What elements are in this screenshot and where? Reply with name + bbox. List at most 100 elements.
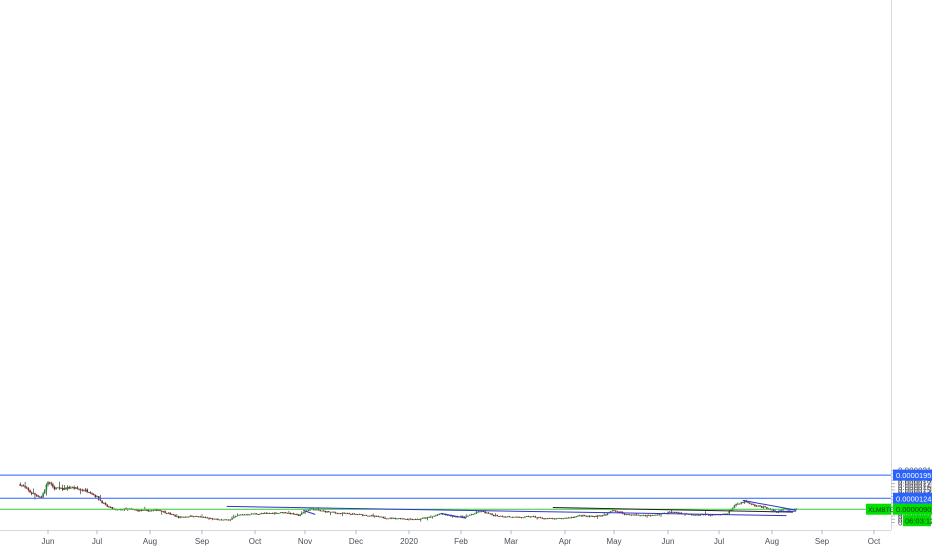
candle-body bbox=[382, 516, 385, 519]
trendline[interactable] bbox=[770, 510, 797, 513]
candle-body bbox=[553, 518, 556, 520]
x-tick-label: Jul bbox=[714, 537, 724, 546]
candle-body bbox=[627, 514, 629, 515]
candle-body bbox=[534, 516, 537, 518]
candle-body bbox=[389, 517, 391, 519]
candle-body bbox=[552, 518, 554, 520]
trendline[interactable] bbox=[303, 510, 316, 515]
x-tick-label: 2020 bbox=[400, 537, 418, 546]
candle-body bbox=[468, 514, 471, 516]
candle-body bbox=[404, 518, 407, 520]
candle-body bbox=[363, 514, 366, 516]
candle-body bbox=[307, 510, 310, 512]
candle-body bbox=[492, 514, 495, 516]
candle-body bbox=[210, 518, 212, 520]
trendline[interactable] bbox=[440, 512, 467, 519]
candle-body bbox=[154, 509, 156, 511]
candle-body bbox=[240, 514, 242, 516]
candle-body bbox=[368, 515, 371, 517]
candle-body bbox=[50, 483, 53, 485]
candle-body bbox=[609, 511, 612, 513]
candle-body bbox=[494, 515, 497, 517]
trendline[interactable] bbox=[226, 505, 787, 517]
candle-body bbox=[747, 501, 749, 503]
candle-body bbox=[491, 513, 493, 515]
candle-body bbox=[428, 517, 430, 518]
candle-body bbox=[757, 505, 760, 507]
candle-body bbox=[675, 512, 678, 513]
candle-body bbox=[213, 518, 216, 520]
candle-body bbox=[384, 518, 386, 519]
candle-body bbox=[292, 513, 295, 515]
candle-body bbox=[92, 494, 95, 496]
candle-body bbox=[137, 510, 139, 512]
current-price-label: 0.00000909 bbox=[896, 505, 932, 514]
candle-body bbox=[348, 513, 350, 515]
candle-body bbox=[40, 496, 43, 498]
trendline[interactable] bbox=[742, 499, 797, 511]
candle-body bbox=[726, 513, 729, 515]
candle-body bbox=[101, 500, 103, 504]
candle-body bbox=[58, 487, 61, 489]
candle-body bbox=[501, 515, 504, 517]
candle-body bbox=[317, 509, 320, 511]
candle-body bbox=[583, 515, 586, 517]
candle-body bbox=[419, 518, 422, 520]
candle-body bbox=[319, 510, 322, 512]
candle-body bbox=[531, 516, 533, 518]
candle-body bbox=[572, 517, 574, 518]
candle-body bbox=[297, 514, 300, 516]
candle-body bbox=[329, 511, 332, 513]
candle-body bbox=[574, 516, 576, 518]
candle-body bbox=[231, 518, 233, 520]
candle-body bbox=[333, 511, 335, 513]
candle-body bbox=[273, 512, 276, 514]
candle-body bbox=[623, 513, 626, 515]
candle-body bbox=[324, 510, 327, 513]
candle-body bbox=[625, 514, 627, 515]
candle-body bbox=[150, 510, 153, 512]
candle-body bbox=[377, 516, 380, 517]
candle-body bbox=[505, 516, 507, 518]
candle-body bbox=[446, 515, 449, 516]
candle-body bbox=[74, 487, 77, 489]
candle-body bbox=[356, 514, 359, 516]
candle-body bbox=[513, 516, 516, 518]
candle-body bbox=[160, 510, 163, 512]
candle-body bbox=[603, 514, 605, 516]
candle-body bbox=[461, 515, 464, 517]
candle-body bbox=[326, 511, 328, 513]
candle-body bbox=[171, 514, 173, 516]
countdown-label: 06:03:12 bbox=[905, 517, 932, 526]
candle-body bbox=[116, 509, 119, 511]
candle-body bbox=[433, 515, 435, 517]
candle-body bbox=[169, 512, 171, 515]
candle-body bbox=[291, 513, 293, 515]
candle-body bbox=[336, 512, 339, 514]
candle-body bbox=[289, 512, 292, 515]
candle-body bbox=[65, 488, 67, 490]
candle-body bbox=[353, 513, 356, 515]
candle-body bbox=[267, 513, 269, 514]
candle-body bbox=[733, 505, 736, 508]
candle-body bbox=[304, 511, 306, 513]
candle-body bbox=[358, 514, 361, 516]
candle-body bbox=[351, 513, 354, 515]
candle-body bbox=[270, 512, 272, 514]
candle-body bbox=[696, 514, 698, 516]
candle-body bbox=[142, 510, 144, 511]
candle-body bbox=[582, 515, 584, 517]
candle-body bbox=[299, 514, 301, 516]
candle-body bbox=[630, 514, 633, 516]
candle-body bbox=[618, 511, 621, 513]
x-tick-label: Aug bbox=[765, 537, 779, 546]
candle-body bbox=[167, 512, 170, 514]
candle-body bbox=[189, 515, 192, 517]
candle-body bbox=[470, 514, 473, 516]
x-tick-label: Jun bbox=[42, 537, 55, 546]
candle-body bbox=[182, 516, 185, 518]
candle-body bbox=[591, 516, 594, 517]
candle-body bbox=[133, 509, 136, 511]
trendline[interactable] bbox=[552, 507, 793, 513]
